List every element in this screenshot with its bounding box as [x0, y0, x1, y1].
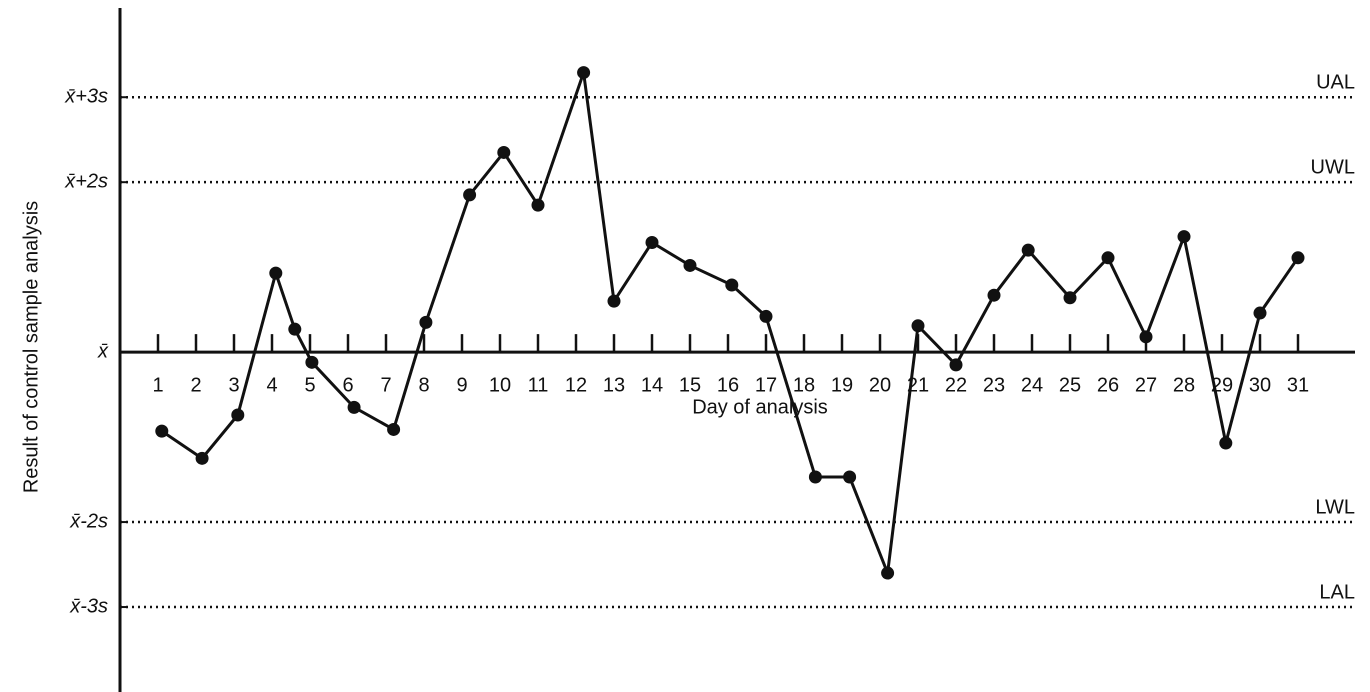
data-point — [881, 566, 895, 580]
data-point — [577, 66, 591, 80]
x-tick-label: 26 — [1097, 374, 1119, 396]
x-tick-label: 1 — [152, 374, 163, 396]
x-tick-label: 9 — [456, 374, 467, 396]
x-tick-label: 24 — [1021, 374, 1043, 396]
data-point — [463, 188, 477, 202]
data-point — [1177, 230, 1191, 244]
y-tick-label: x̄-3s — [69, 595, 108, 617]
x-tick-label: 11 — [528, 374, 549, 396]
limit-label: UWL — [1311, 156, 1355, 178]
x-tick-label: 22 — [945, 374, 967, 396]
data-line — [160, 72, 1300, 574]
x-tick-label: 30 — [1249, 374, 1271, 396]
x-tick-label: 14 — [641, 374, 663, 396]
x-tick-label: 17 — [755, 374, 777, 396]
data-point — [759, 309, 773, 323]
data-point — [683, 258, 697, 272]
data-point — [725, 278, 739, 292]
limit-label: LAL — [1319, 581, 1355, 603]
x-tick-label: 20 — [869, 374, 891, 396]
x-tick-label: 16 — [717, 374, 739, 396]
x-tick-label: 6 — [342, 374, 353, 396]
x-tick-label: 19 — [831, 374, 853, 396]
y-tick-label: x̄+3s — [64, 85, 108, 107]
data-point — [1253, 306, 1267, 320]
x-tick-label: 8 — [418, 374, 429, 396]
x-tick-label: 15 — [679, 374, 701, 396]
data-point — [531, 198, 545, 212]
data-point — [843, 470, 857, 484]
x-tick-label: 2 — [190, 374, 201, 396]
data-point — [195, 451, 209, 465]
x-tick-label: 31 — [1287, 374, 1309, 396]
limit-label: LWL — [1315, 496, 1355, 518]
data-point — [911, 319, 925, 333]
data-point — [1291, 251, 1305, 265]
y-axis-label: Result of control sample analysis — [20, 201, 42, 493]
data-point — [155, 424, 169, 438]
data-point — [387, 422, 401, 436]
x-tick-label: 27 — [1135, 374, 1157, 396]
data-point — [645, 236, 659, 250]
x-tick-label: 4 — [266, 374, 277, 396]
data-point — [949, 358, 963, 372]
data-point — [1063, 291, 1077, 305]
x-tick-label: 7 — [380, 374, 391, 396]
y-tick-label: x̄-2s — [69, 510, 108, 532]
y-tick-label: x̄ — [97, 340, 109, 362]
data-point — [1219, 436, 1233, 450]
x-tick-label: 28 — [1173, 374, 1195, 396]
x-tick-label: 18 — [793, 374, 815, 396]
data-point — [231, 408, 245, 422]
x-tick-label: 3 — [228, 374, 239, 396]
limit-label: UAL — [1316, 71, 1355, 93]
x-tick-label: 5 — [304, 374, 315, 396]
x-tick-label: 25 — [1059, 374, 1081, 396]
y-tick-label: x̄+2s — [64, 170, 108, 192]
data-point — [808, 470, 822, 484]
data-point — [1101, 251, 1115, 265]
data-point — [987, 288, 1001, 302]
data-point — [1021, 243, 1035, 257]
data-point — [288, 322, 302, 336]
data-point — [269, 266, 283, 280]
data-point — [497, 145, 511, 159]
x-axis-label: Day of analysis — [692, 396, 828, 418]
data-point — [1139, 330, 1153, 344]
data-point — [419, 315, 433, 329]
x-tick-label: 10 — [489, 374, 511, 396]
data-point — [347, 400, 361, 414]
x-tick-label: 23 — [983, 374, 1005, 396]
x-tick-label: 13 — [603, 374, 625, 396]
x-tick-label: 12 — [565, 374, 587, 396]
data-point — [607, 294, 621, 308]
data-point — [305, 355, 319, 369]
